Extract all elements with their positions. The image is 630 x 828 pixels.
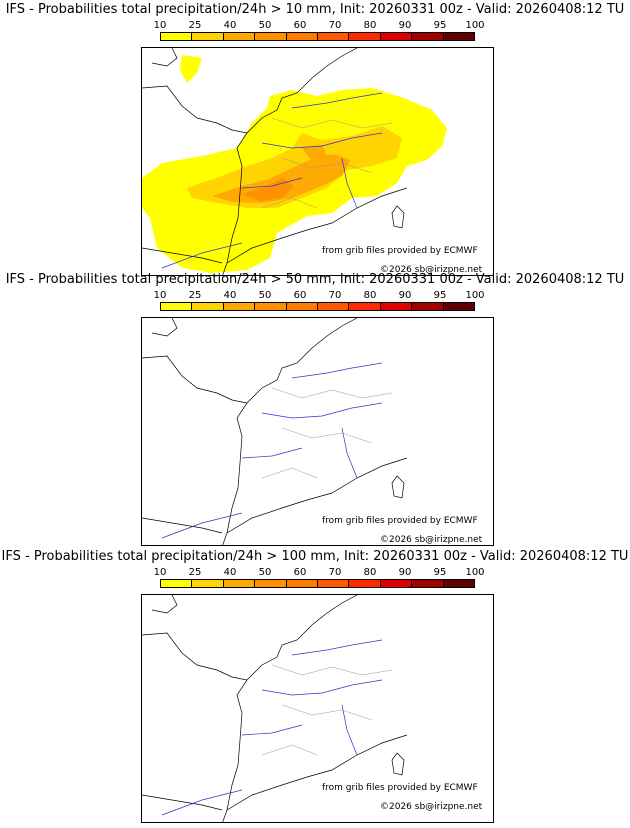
colorbar-swatch bbox=[255, 303, 287, 310]
colorbar-swatch bbox=[412, 33, 444, 40]
coastlines bbox=[142, 318, 408, 545]
colorbar-swatch bbox=[161, 580, 193, 587]
colorbar-tick: 90 bbox=[398, 20, 412, 31]
colorbar-swatch bbox=[286, 33, 319, 40]
colorbar-swatch bbox=[192, 33, 224, 40]
colorbar-tick: 25 bbox=[188, 20, 202, 31]
panel-title: IFS - Probabilities total precipitation/… bbox=[5, 272, 625, 287]
colorbar-swatch bbox=[192, 580, 224, 587]
colorbar-tick: 40 bbox=[223, 290, 237, 301]
copyright-credit: ©2026 sb@irizpne.net bbox=[380, 535, 483, 545]
colorbar-swatch bbox=[286, 580, 319, 587]
colorbar-tick: 40 bbox=[223, 20, 237, 31]
rivers bbox=[161, 362, 383, 539]
colorbar-swatch bbox=[223, 33, 256, 40]
colorbar-tick: 90 bbox=[398, 567, 412, 578]
coastlines bbox=[142, 48, 408, 275]
colorbar bbox=[160, 302, 475, 311]
colorbar-tick: 60 bbox=[293, 567, 307, 578]
data-source-credit: from grib files provided by ECMWF bbox=[322, 783, 478, 793]
colorbar-swatch bbox=[192, 303, 224, 310]
map-panel-50mm: IFS - Probabilities total precipitation/… bbox=[0, 270, 630, 546]
colorbar-tick: 95 bbox=[433, 20, 447, 31]
colorbar-tick: 50 bbox=[258, 567, 272, 578]
colorbar bbox=[160, 32, 475, 41]
colorbar-tick: 80 bbox=[363, 567, 377, 578]
precip-map bbox=[141, 317, 494, 546]
borders bbox=[261, 664, 393, 756]
colorbar-swatch bbox=[380, 303, 413, 310]
colorbar-swatch bbox=[255, 580, 287, 587]
colorbar-ticks: 10 25 40 50 60 70 80 90 95 100 bbox=[154, 567, 485, 579]
colorbar-swatch bbox=[380, 33, 413, 40]
colorbar-swatch bbox=[318, 33, 350, 40]
colorbar-tick: 10 bbox=[153, 567, 167, 578]
colorbar-swatch bbox=[286, 303, 319, 310]
colorbar-swatch bbox=[318, 303, 350, 310]
precip-shading bbox=[142, 55, 447, 273]
colorbar-swatch bbox=[412, 303, 444, 310]
colorbar-tick: 40 bbox=[223, 567, 237, 578]
map-panel-10mm: IFS - Probabilities total precipitation/… bbox=[0, 0, 630, 276]
colorbar-tick: 80 bbox=[363, 290, 377, 301]
rivers bbox=[161, 92, 383, 269]
colorbar-tick: 70 bbox=[328, 20, 342, 31]
rivers bbox=[161, 639, 383, 816]
colorbar-tick: 25 bbox=[188, 290, 202, 301]
colorbar-swatch bbox=[443, 303, 475, 310]
copyright-credit: ©2026 sb@irizpne.net bbox=[380, 265, 483, 275]
colorbar-tick: 95 bbox=[433, 567, 447, 578]
coastlines bbox=[142, 595, 408, 822]
colorbar-tick: 90 bbox=[398, 290, 412, 301]
colorbar-swatch bbox=[443, 580, 475, 587]
precip-map bbox=[141, 594, 494, 823]
colorbar-swatch bbox=[380, 580, 413, 587]
colorbar-tick: 100 bbox=[465, 20, 485, 31]
map-panel-100mm: IFS - Probabilities total precipitation/… bbox=[0, 547, 630, 823]
copyright-credit: ©2026 sb@irizpne.net bbox=[380, 802, 483, 812]
colorbar-tick: 70 bbox=[328, 290, 342, 301]
colorbar-tick: 80 bbox=[363, 20, 377, 31]
colorbar-tick: 60 bbox=[293, 20, 307, 31]
colorbar bbox=[160, 579, 475, 588]
borders bbox=[261, 387, 393, 479]
colorbar-swatch bbox=[223, 580, 256, 587]
data-source-credit: from grib files provided by ECMWF bbox=[322, 516, 478, 526]
colorbar-swatch bbox=[349, 33, 381, 40]
colorbar-swatch bbox=[223, 303, 256, 310]
colorbar-tick: 95 bbox=[433, 290, 447, 301]
colorbar-swatch bbox=[255, 33, 287, 40]
colorbar-tick: 70 bbox=[328, 567, 342, 578]
colorbar-tick: 100 bbox=[465, 290, 485, 301]
colorbar-tick: 10 bbox=[153, 20, 167, 31]
colorbar-swatch bbox=[412, 580, 444, 587]
colorbar-swatch bbox=[161, 33, 193, 40]
colorbar-ticks: 10 25 40 50 60 70 80 90 95 100 bbox=[154, 20, 485, 32]
colorbar-tick: 25 bbox=[188, 567, 202, 578]
colorbar-swatch bbox=[318, 580, 350, 587]
colorbar-swatch bbox=[161, 303, 193, 310]
precip-map bbox=[141, 47, 494, 276]
colorbar-ticks: 10 25 40 50 60 70 80 90 95 100 bbox=[154, 290, 485, 302]
colorbar-tick: 60 bbox=[293, 290, 307, 301]
colorbar-swatch bbox=[349, 303, 381, 310]
data-source-credit: from grib files provided by ECMWF bbox=[322, 246, 478, 256]
panel-title: IFS - Probabilities total precipitation/… bbox=[1, 549, 629, 564]
colorbar-tick: 100 bbox=[465, 567, 485, 578]
borders bbox=[261, 117, 393, 209]
colorbar-swatch bbox=[349, 580, 381, 587]
colorbar-tick: 10 bbox=[153, 290, 167, 301]
colorbar-swatch bbox=[443, 33, 475, 40]
colorbar-tick: 50 bbox=[258, 290, 272, 301]
panel-title: IFS - Probabilities total precipitation/… bbox=[5, 2, 625, 17]
colorbar-tick: 50 bbox=[258, 20, 272, 31]
